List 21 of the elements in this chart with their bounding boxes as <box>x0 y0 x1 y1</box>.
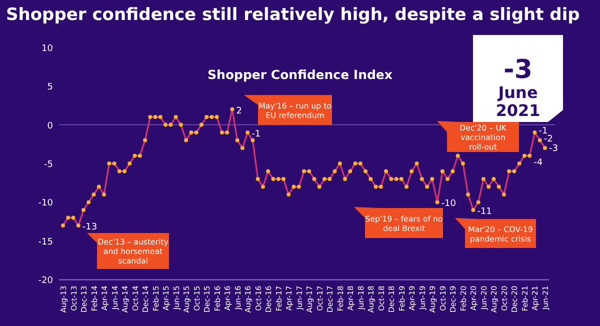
annotation: June 2021 <box>496 83 540 120</box>
data-label: -13 <box>82 222 98 232</box>
data-label: -11 <box>477 206 492 217</box>
data-label: -3 <box>549 144 558 154</box>
y-tick-label: 10 <box>42 44 54 54</box>
data-label: -1 <box>538 126 548 137</box>
y-tick-label: -15 <box>38 237 53 248</box>
text: Shopper Confidence Index <box>208 67 392 82</box>
data-label: -4 <box>534 158 543 168</box>
annotation: -3 <box>504 55 532 85</box>
y-tick-label: 0 <box>47 121 54 132</box>
y-tick-label: -5 <box>44 160 53 170</box>
y-tick-label: 5 <box>47 82 53 93</box>
chart-title: Shopper confidence still relatively high, despite a slight dip <box>6 5 580 25</box>
data-label: -2 <box>544 134 553 144</box>
y-tick-label: -10 <box>38 198 54 209</box>
data-label: -1 <box>252 130 261 140</box>
data-label: 2 <box>236 106 242 116</box>
highlight-card: -3 June 2021 <box>473 35 563 122</box>
y-tick-label: -20 <box>38 276 54 286</box>
data-label: -10 <box>441 199 456 210</box>
